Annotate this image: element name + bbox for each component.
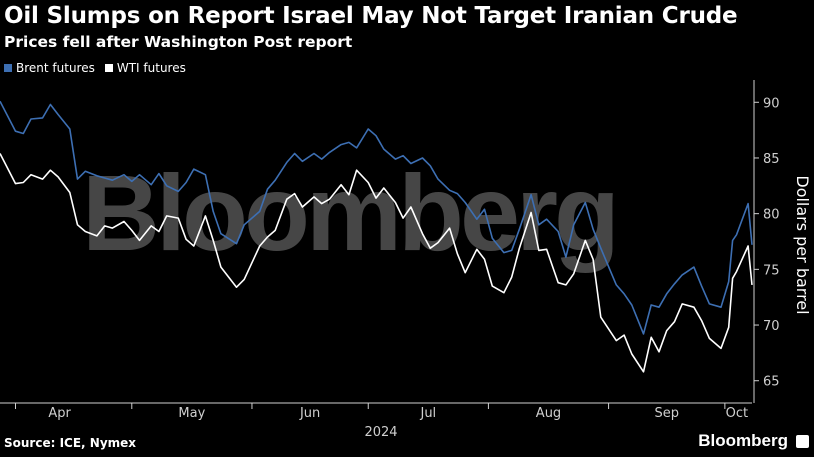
y-tick-label-75: 75	[763, 263, 780, 278]
chart-title: Oil Slumps on Report Israel May Not Targ…	[4, 3, 738, 29]
x-tick-label-jul: Jul	[419, 406, 436, 421]
y-tick-label-65: 65	[763, 375, 780, 390]
y-tick-label-85: 85	[763, 152, 780, 167]
y-axis-label: Dollars per barrel	[793, 175, 812, 314]
plot-area: 65 70 75 80 85 90 Apr May Jun Jul Aug Sep Oct	[0, 80, 780, 421]
chart-subtitle: Prices fell after Washington Post report	[4, 33, 353, 51]
x-tick-label-oct: Oct	[726, 406, 748, 421]
y-tick-label-80: 80	[763, 208, 780, 223]
y-tick-label-70: 70	[763, 319, 780, 334]
legend-label-brent: Brent futures	[16, 61, 95, 75]
legend-item-wti: WTI futures	[104, 61, 186, 75]
source-note: Source: ICE, Nymex	[4, 436, 137, 450]
y-tick-label-90: 90	[763, 96, 780, 111]
bloomberg-brand: Bloomberg	[698, 431, 788, 450]
x-axis-year-label: 2024	[364, 425, 397, 440]
chart-legend: Brent futures WTI futures	[4, 61, 186, 75]
x-tick-label-jun: Jun	[299, 406, 320, 421]
legend-label-wti: WTI futures	[116, 61, 186, 75]
legend-swatch-brent	[4, 64, 12, 72]
x-tick-label-may: May	[178, 406, 205, 421]
bloomberg-terminal-icon	[796, 435, 809, 448]
series-line-brent	[0, 100, 753, 335]
x-tick-label-sep: Sep	[654, 406, 679, 421]
x-tick-label-aug: Aug	[536, 406, 561, 421]
x-tick-label-apr: Apr	[48, 406, 71, 421]
legend-swatch-wti	[104, 64, 113, 72]
series-line-wti	[0, 153, 753, 373]
legend-item-brent: Brent futures	[4, 61, 95, 75]
